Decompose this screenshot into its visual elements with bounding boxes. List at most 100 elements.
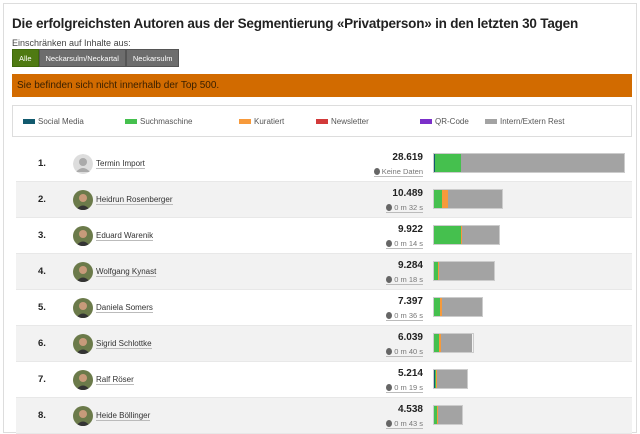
read-time-value: 0 m 32 s (394, 203, 423, 212)
avatar (73, 406, 93, 426)
author-name-link[interactable]: Heide Böllinger (96, 411, 151, 421)
legend-label: Kuratiert (254, 116, 285, 126)
bar-segment-curated (439, 298, 443, 316)
traffic-source-bar (433, 297, 483, 317)
stopwatch-icon (386, 348, 393, 355)
bar-segment-curated (461, 226, 463, 244)
rank-alert: Sie befinden sich nicht innerhalb der To… (12, 74, 632, 97)
bar-segment-curated (437, 262, 439, 280)
author-rank: 2. (38, 194, 46, 205)
author-row: 8. Heide Böllinger 4.538 0 m 43 s (16, 398, 632, 434)
bar-segment-rest (460, 154, 624, 172)
avatar (73, 334, 93, 354)
legend-label: QR-Code (435, 116, 469, 126)
bar-segment-curated (436, 406, 438, 424)
filter-neckarsulm-neckartal-button[interactable]: Neckarsulm/Neckartal (38, 49, 126, 67)
traffic-source-bar (433, 369, 468, 389)
author-row: 7. Ralf Röser 5.214 0 m 19 s (16, 362, 632, 398)
legend-item: Kuratiert (239, 117, 284, 126)
read-time[interactable]: 0 m 36 s (386, 311, 423, 321)
bar-segment-search (434, 262, 438, 280)
author-row: 2. Heidrun Rosenberger 10.489 0 m 32 s (16, 182, 632, 218)
author-name-link[interactable]: Termin Import (96, 159, 145, 169)
author-views: 10.489 (392, 188, 423, 199)
author-rank: 7. (38, 374, 46, 385)
filter-alle-button[interactable]: Alle (12, 49, 39, 67)
bar-segment-rest (442, 298, 482, 316)
author-rank: 4. (38, 266, 46, 277)
author-row: 4. Wolfgang Kynast 9.284 0 m 18 s (16, 254, 632, 290)
legend-swatch (239, 118, 251, 124)
bar-segment-search (434, 226, 462, 244)
read-time-value: 0 m 36 s (394, 311, 423, 320)
legend-label: Suchmaschine (140, 116, 193, 126)
author-rank: 6. (38, 338, 46, 349)
author-views: 9.284 (397, 260, 423, 271)
avatar (73, 226, 93, 246)
bar-segment-rest (440, 334, 473, 352)
author-views: 9.922 (397, 224, 423, 235)
read-time[interactable]: Keine Daten (373, 167, 423, 177)
author-row: 6. Sigrid Schlottke 6.039 0 m 40 s (16, 326, 632, 362)
read-time-value: 0 m 18 s (394, 275, 423, 284)
author-rank: 5. (38, 302, 46, 313)
bar-segment-rest (447, 190, 503, 208)
read-time[interactable]: 0 m 32 s (386, 203, 423, 213)
stopwatch-icon (386, 420, 393, 427)
read-time[interactable]: 0 m 40 s (386, 347, 423, 357)
legend-item: Intern/Extern Rest (485, 117, 564, 126)
page-title: Die erfolgreichsten Autoren aus der Segm… (12, 16, 579, 31)
legend-item: Social Media (23, 117, 84, 126)
traffic-source-bar (433, 405, 464, 425)
stopwatch-icon (386, 204, 393, 211)
legend-swatch (485, 118, 497, 124)
read-time-value: 0 m 19 s (394, 383, 423, 392)
author-name-link[interactable]: Ralf Röser (96, 375, 134, 385)
legend-item: Newsletter (316, 117, 369, 126)
author-list: 1. Termin Import 28.619 Keine Daten 2. H… (16, 146, 632, 434)
read-time[interactable]: 0 m 14 s (386, 239, 423, 249)
legend-item: Suchmaschine (125, 117, 192, 126)
author-rank: 8. (38, 410, 46, 421)
traffic-source-bar (433, 333, 474, 353)
read-time[interactable]: 0 m 43 s (386, 419, 423, 429)
stopwatch-icon (373, 168, 380, 175)
avatar (73, 298, 93, 318)
top-authors-panel: Die erfolgreichsten Autoren aus der Segm… (3, 3, 637, 434)
bar-segment-search (434, 298, 440, 316)
legend-swatch (316, 118, 328, 124)
bar-segment-curated (441, 190, 448, 208)
traffic-source-bar (433, 225, 500, 245)
bar-segment-search (434, 334, 439, 352)
read-time[interactable]: 0 m 19 s (386, 383, 423, 393)
author-name-link[interactable]: Eduard Warenik (96, 231, 154, 241)
author-views: 6.039 (397, 332, 423, 343)
avatar (73, 190, 93, 210)
bar-segment-search (434, 406, 437, 424)
bar-segment-curated (435, 370, 437, 388)
stopwatch-icon (386, 384, 393, 391)
bar-segment-rest (462, 226, 499, 244)
legend: Social Media Suchmaschine Kuratiert Newslet… (12, 105, 632, 137)
author-name-link[interactable]: Heidrun Rosenberger (96, 195, 173, 205)
author-views: 5.214 (397, 368, 423, 379)
filter-neckarsulm-button[interactable]: Neckarsulm (125, 49, 180, 67)
legend-item: QR-Code (420, 117, 469, 126)
read-time[interactable]: 0 m 18 s (386, 275, 423, 285)
author-name-link[interactable]: Sigrid Schlottke (96, 339, 152, 349)
author-row: 3. Eduard Warenik 9.922 0 m 14 s (16, 218, 632, 254)
author-views: 28.619 (392, 152, 423, 163)
legend-swatch (125, 118, 137, 124)
legend-label: Intern/Extern Rest (500, 116, 565, 126)
read-time-value: 0 m 14 s (394, 239, 423, 248)
avatar (73, 154, 93, 174)
read-time-value: 0 m 40 s (394, 347, 423, 356)
bar-segment-rest (437, 406, 463, 424)
stopwatch-icon (386, 276, 393, 283)
traffic-source-bar (433, 261, 496, 281)
bar-segment-search (434, 154, 461, 172)
bar-segment-search (434, 370, 436, 388)
author-name-link[interactable]: Daniela Somers (96, 303, 153, 313)
read-time-value: Keine Daten (381, 167, 423, 176)
author-name-link[interactable]: Wolfgang Kynast (96, 267, 157, 277)
